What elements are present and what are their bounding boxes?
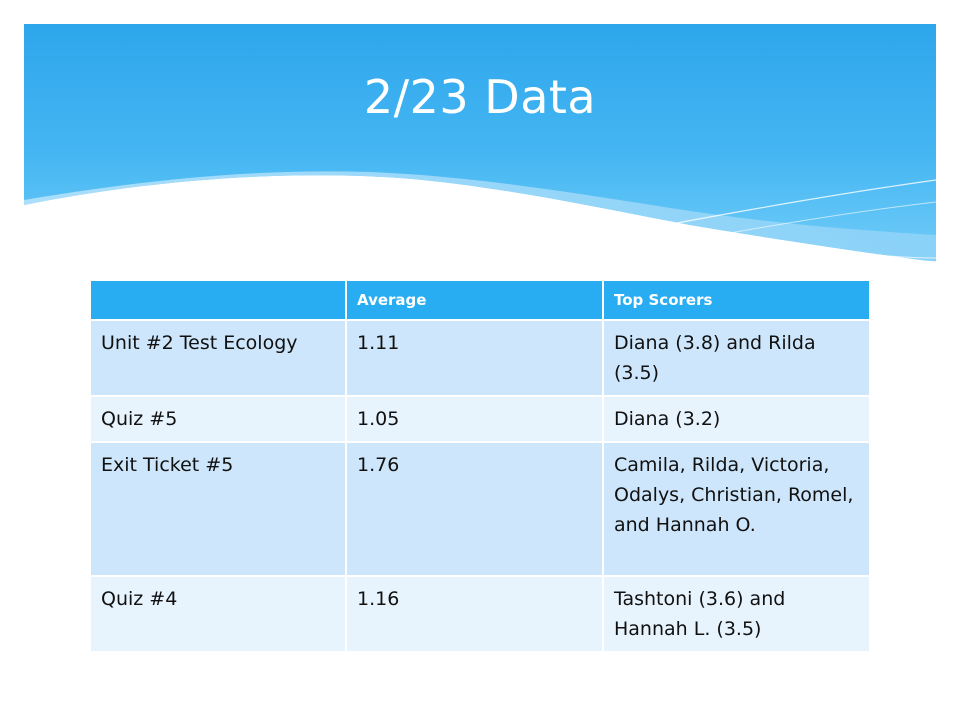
slide-title: 2/23 Data — [363, 70, 597, 124]
cell-top-scorers: Diana (3.2) — [603, 396, 869, 443]
table-row: Exit Ticket #5 1.76 Camila, Rilda, Victo… — [91, 442, 869, 577]
cell-average: 1.76 — [346, 442, 604, 577]
cell-assessment: Unit #2 Test Ecology — [91, 320, 347, 397]
table-row: Unit #2 Test Ecology 1.11 Diana (3.8) an… — [91, 320, 869, 397]
table-row: Quiz #4 1.16 Tashtoni (3.6) and Hannah L… — [91, 576, 869, 653]
cell-assessment: Quiz #4 — [91, 576, 347, 653]
cell-top-scorers: Diana (3.8) and Rilda (3.5) — [603, 320, 869, 397]
header-average: Average — [346, 281, 604, 321]
cell-average: 1.05 — [346, 396, 604, 443]
cell-assessment: Quiz #5 — [91, 396, 347, 443]
header-top-scorers: Top Scorers — [603, 281, 869, 321]
header-wave-graphic — [24, 24, 937, 263]
cell-top-scorers: Tashtoni (3.6) and Hannah L. (3.5) — [603, 576, 869, 653]
data-table: Average Top Scorers Unit #2 Test Ecology… — [91, 281, 869, 653]
cell-average: 1.11 — [346, 320, 604, 397]
cell-assessment: Exit Ticket #5 — [91, 442, 347, 577]
table-header-row: Average Top Scorers — [91, 281, 869, 321]
cell-top-scorers: Camila, Rilda, Victoria, Odalys, Christi… — [603, 442, 869, 577]
header-assessment — [91, 281, 347, 321]
header-banner: 2/23 Data — [0, 0, 960, 280]
cell-average: 1.16 — [346, 576, 604, 653]
table-row: Quiz #5 1.05 Diana (3.2) — [91, 396, 869, 443]
